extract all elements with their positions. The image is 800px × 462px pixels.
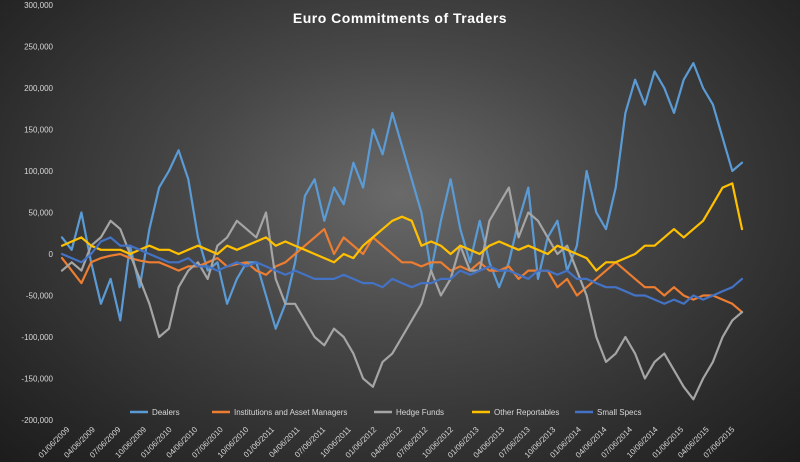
series-line-dealers (60, 61, 744, 330)
legend-label: Other Reportables (494, 408, 559, 417)
y-tick-label: 200,000 (24, 84, 53, 93)
legend: Dealers Institutions and Asset Managers He… (130, 408, 641, 417)
series-line-institutions-and-asset-managers (60, 228, 744, 314)
y-tick-label: 300,000 (24, 1, 53, 10)
y-tick-label: -200,000 (21, 416, 53, 425)
y-tick-label: -50,000 (26, 292, 54, 301)
legend-label: Hedge Funds (396, 408, 444, 417)
legend-label: Dealers (152, 408, 180, 417)
y-axis-labels: 300,000 250,000 200,000 150,000 100,000 50,00… (21, 1, 53, 425)
legend-label: Small Specs (597, 408, 641, 417)
y-tick-label: 250,000 (24, 43, 53, 52)
y-tick-label: 100,000 (24, 167, 53, 176)
y-tick-label: -150,000 (21, 375, 53, 384)
y-tick-label: 0 (49, 250, 54, 259)
y-tick-label: -100,000 (21, 333, 53, 342)
chart-title: Euro Commitments of Traders (293, 10, 507, 26)
series-line-small-specs (60, 236, 744, 305)
series-lines (60, 61, 744, 401)
series-line-hedge-funds (60, 186, 744, 401)
y-tick-label: 150,000 (24, 126, 53, 135)
series-line-other-reportables (60, 182, 744, 272)
x-axis-labels: 01/06/200904/06/200907/06/200910/06/2009… (37, 425, 737, 460)
legend-label: Institutions and Asset Managers (234, 408, 347, 417)
y-tick-label: 50,000 (29, 209, 54, 218)
